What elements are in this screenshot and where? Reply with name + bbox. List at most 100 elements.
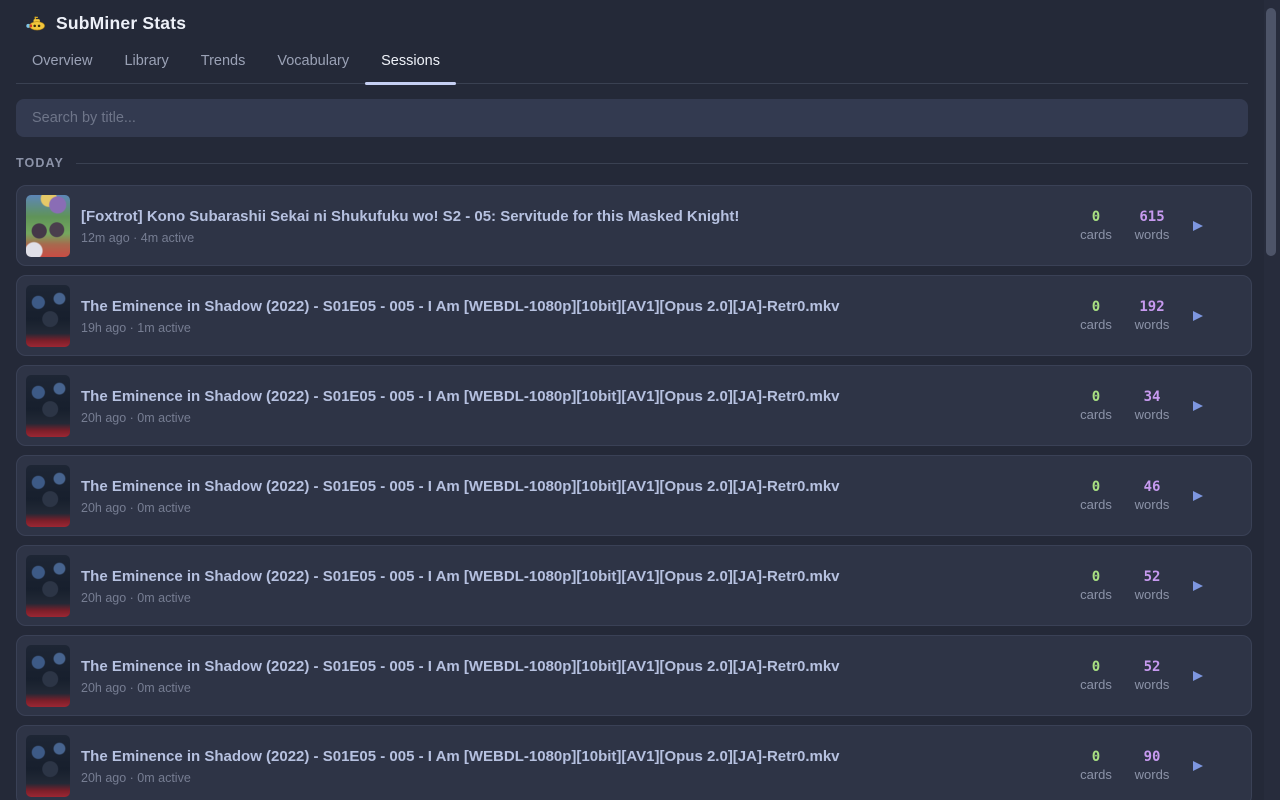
- search-input[interactable]: [30, 109, 1234, 127]
- words-label: words: [1134, 317, 1170, 332]
- play-icon: [1193, 490, 1203, 501]
- words-label: words: [1134, 677, 1170, 692]
- play-session-button[interactable]: [1185, 487, 1203, 505]
- play-icon: [1193, 220, 1203, 231]
- yellow-submarine-logo-icon: [26, 16, 45, 31]
- session-title: [Foxtrot] Kono Subarashii Sekai ni Shuku…: [81, 207, 740, 225]
- tab-trends[interactable]: Trends: [200, 53, 246, 69]
- session-title: The Eminence in Shadow (2022) - S01E05 -…: [81, 387, 840, 405]
- session-title: The Eminence in Shadow (2022) - S01E05 -…: [81, 747, 840, 765]
- section-heading-label: TODAY: [16, 156, 65, 170]
- play-session-button[interactable]: [1185, 667, 1203, 685]
- session-meta: 20h ago · 0m active: [81, 410, 191, 425]
- session-title: The Eminence in Shadow (2022) - S01E05 -…: [81, 567, 840, 585]
- cards-count: 0: [1091, 749, 1101, 765]
- session-meta: 20h ago · 0m active: [81, 770, 191, 785]
- session-title: The Eminence in Shadow (2022) - S01E05 -…: [81, 657, 840, 675]
- play-icon: [1193, 760, 1203, 771]
- section-heading-today: TODAY: [16, 156, 1248, 170]
- words-count: 34: [1143, 389, 1161, 405]
- cards-stat: 0 cards: [1073, 389, 1119, 422]
- play-session-button[interactable]: [1185, 757, 1203, 775]
- play-session-button[interactable]: [1185, 307, 1203, 325]
- app-header: SubMiner Stats: [0, 0, 1264, 36]
- play-session-button[interactable]: [1185, 577, 1203, 595]
- cards-stat: 0 cards: [1073, 569, 1119, 602]
- session-card[interactable]: The Eminence in Shadow (2022) - S01E05 -…: [16, 725, 1252, 800]
- session-poster-thumbnail: [26, 194, 70, 257]
- session-meta: 20h ago · 0m active: [81, 680, 191, 695]
- words-stat: 34 words: [1129, 389, 1175, 422]
- words-stat: 615 words: [1129, 209, 1175, 242]
- cards-label: cards: [1080, 317, 1112, 332]
- tab-sessions[interactable]: Sessions: [365, 38, 456, 85]
- words-count: 52: [1143, 569, 1161, 585]
- tab-library[interactable]: Library: [124, 53, 169, 69]
- words-label: words: [1134, 497, 1170, 512]
- section-divider: [76, 162, 1248, 164]
- cards-count: 0: [1091, 299, 1101, 315]
- session-meta: 12m ago · 4m active: [81, 230, 195, 245]
- words-stat: 192 words: [1129, 299, 1175, 332]
- session-meta: 20h ago · 0m active: [81, 590, 191, 605]
- words-label: words: [1134, 767, 1170, 782]
- session-meta: 19h ago · 1m active: [81, 320, 191, 335]
- cards-count: 0: [1091, 659, 1101, 675]
- words-label: words: [1134, 587, 1170, 602]
- session-card[interactable]: The Eminence in Shadow (2022) - S01E05 -…: [16, 365, 1252, 446]
- session-poster-thumbnail: [26, 284, 70, 347]
- play-icon: [1193, 670, 1203, 681]
- play-icon: [1193, 310, 1203, 321]
- session-card[interactable]: The Eminence in Shadow (2022) - S01E05 -…: [16, 545, 1252, 626]
- session-title: The Eminence in Shadow (2022) - S01E05 -…: [81, 297, 840, 315]
- words-count: 46: [1143, 479, 1161, 495]
- cards-stat: 0 cards: [1073, 479, 1119, 512]
- cards-count: 0: [1091, 389, 1101, 405]
- session-poster-thumbnail: [26, 734, 70, 797]
- cards-label: cards: [1080, 497, 1112, 512]
- play-session-button[interactable]: [1185, 217, 1203, 235]
- vertical-scrollbar-track[interactable]: [1264, 0, 1280, 800]
- words-stat: 46 words: [1129, 479, 1175, 512]
- cards-label: cards: [1080, 677, 1112, 692]
- cards-count: 0: [1091, 209, 1101, 225]
- words-label: words: [1134, 227, 1170, 242]
- play-icon: [1193, 580, 1203, 591]
- play-icon: [1193, 400, 1203, 411]
- session-poster-thumbnail: [26, 554, 70, 617]
- cards-stat: 0 cards: [1073, 299, 1119, 332]
- app-title: SubMiner Stats: [56, 13, 187, 33]
- tab-overview[interactable]: Overview: [32, 53, 93, 69]
- cards-count: 0: [1091, 479, 1101, 495]
- session-card[interactable]: The Eminence in Shadow (2022) - S01E05 -…: [16, 635, 1252, 716]
- vertical-scrollbar-thumb[interactable]: [1266, 8, 1276, 256]
- session-card[interactable]: The Eminence in Shadow (2022) - S01E05 -…: [16, 275, 1252, 356]
- session-card[interactable]: [Foxtrot] Kono Subarashii Sekai ni Shuku…: [16, 185, 1252, 266]
- words-stat: 52 words: [1129, 659, 1175, 692]
- tab-vocabulary[interactable]: Vocabulary: [277, 53, 350, 69]
- session-list: [Foxtrot] Kono Subarashii Sekai ni Shuku…: [16, 185, 1252, 800]
- cards-stat: 0 cards: [1073, 659, 1119, 692]
- tab-bar: Overview Library Trends Vocabulary Sessions: [16, 38, 1248, 85]
- words-count: 615: [1139, 209, 1165, 225]
- session-poster-thumbnail: [26, 464, 70, 527]
- session-poster-thumbnail: [26, 374, 70, 437]
- cards-label: cards: [1080, 587, 1112, 602]
- cards-label: cards: [1080, 227, 1112, 242]
- words-stat: 52 words: [1129, 569, 1175, 602]
- words-count: 90: [1143, 749, 1161, 765]
- cards-count: 0: [1091, 569, 1101, 585]
- cards-stat: 0 cards: [1073, 749, 1119, 782]
- search-bar[interactable]: [16, 99, 1248, 137]
- play-session-button[interactable]: [1185, 397, 1203, 415]
- words-label: words: [1134, 407, 1170, 422]
- cards-stat: 0 cards: [1073, 209, 1119, 242]
- session-card[interactable]: The Eminence in Shadow (2022) - S01E05 -…: [16, 455, 1252, 536]
- words-count: 52: [1143, 659, 1161, 675]
- words-stat: 90 words: [1129, 749, 1175, 782]
- cards-label: cards: [1080, 407, 1112, 422]
- session-title: The Eminence in Shadow (2022) - S01E05 -…: [81, 477, 840, 495]
- words-count: 192: [1139, 299, 1165, 315]
- cards-label: cards: [1080, 767, 1112, 782]
